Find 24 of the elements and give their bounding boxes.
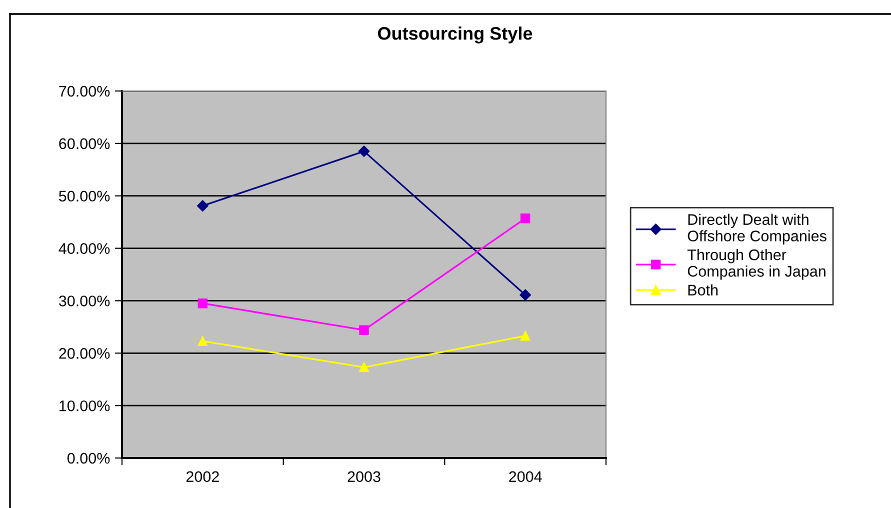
y-tick-label: 10.00% (60, 400, 110, 412)
chart-title: Outsourcing Style (378, 26, 532, 44)
point (198, 336, 208, 346)
legend-label: Directly Dealt with Offshore Companies (688, 214, 826, 244)
y-tick-label: 70.00% (59, 86, 110, 97)
x-tick-label: 2004 (509, 471, 542, 482)
point (520, 330, 530, 341)
legend-label: Through Other Companies in Japan (687, 249, 826, 280)
y-tick-label: 60.00% (59, 138, 110, 150)
x-tick-label: 2003 (348, 471, 380, 482)
point (359, 362, 369, 372)
y-tick-label: 0.00% (67, 452, 110, 464)
point (358, 146, 370, 157)
point (520, 289, 531, 301)
y-tick-label: 30.00% (58, 296, 110, 306)
point (197, 200, 208, 212)
y-tick-label: 50.00% (58, 190, 110, 202)
point (359, 325, 369, 335)
y-tick-label: 20.00% (59, 348, 110, 359)
point (198, 298, 208, 308)
point (520, 214, 530, 224)
y-tick-label: 40.00% (58, 243, 110, 254)
legend-label: Both (688, 284, 718, 296)
x-tick-label: 2002 (186, 471, 219, 482)
